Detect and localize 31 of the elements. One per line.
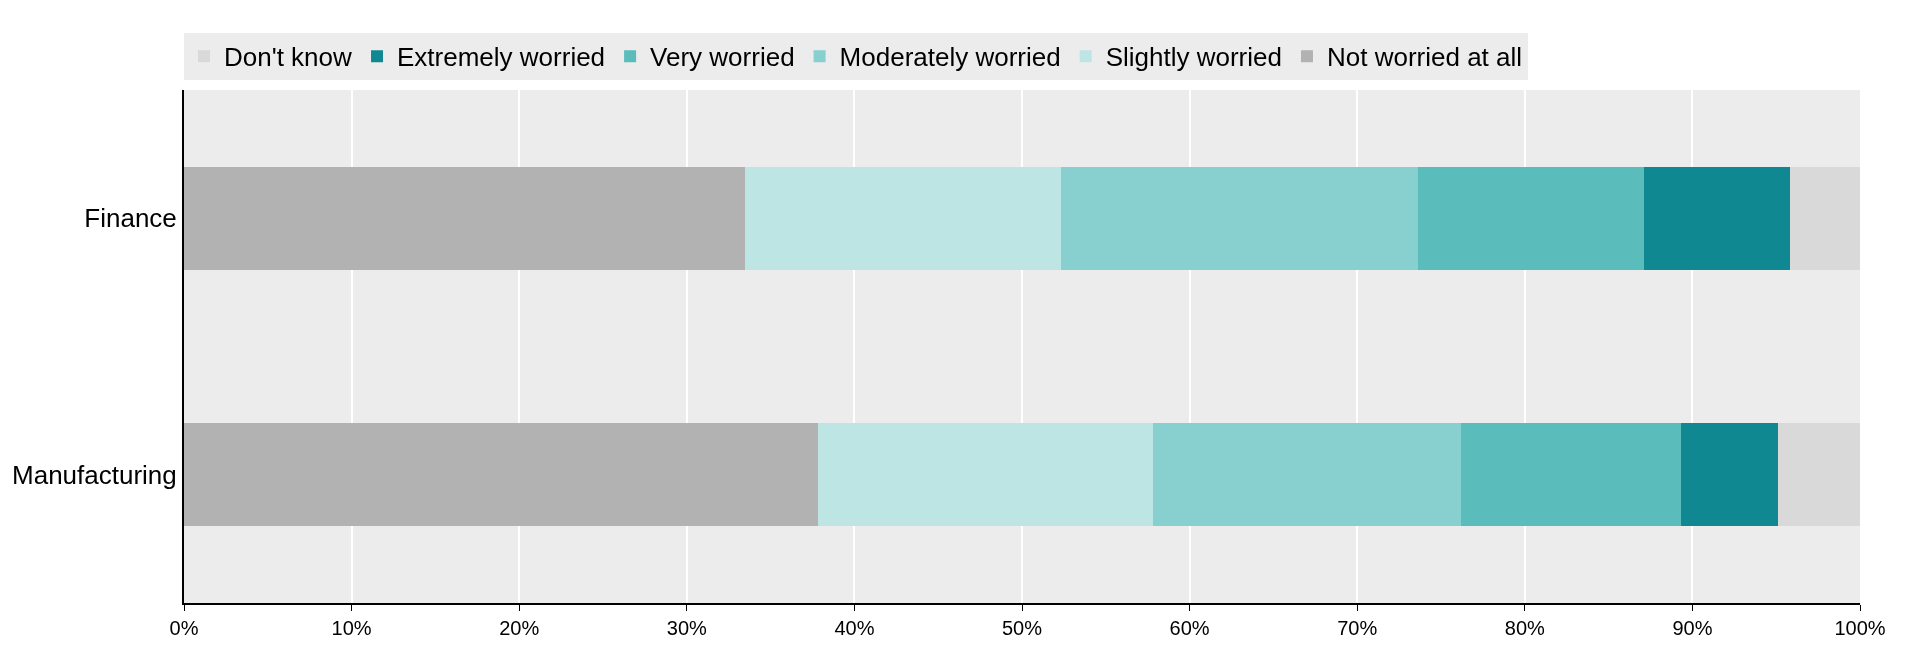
x-tick-label: 40%: [834, 617, 875, 639]
x-tick-label: 80%: [1504, 617, 1546, 639]
x-tick-label: 90%: [1672, 617, 1713, 639]
x-tick-label: 50%: [1001, 617, 1043, 639]
x-tick-label: 0%: [169, 617, 199, 639]
bar: [745, 166, 1061, 270]
legend-label: Not worried at all: [1326, 42, 1523, 73]
x-tick-label: 60%: [1169, 617, 1210, 639]
bar: [1680, 423, 1778, 527]
bar: [1417, 166, 1644, 270]
x-tick-label: 70%: [1337, 617, 1378, 639]
x-tick-label: 20%: [499, 617, 540, 639]
bar: [184, 166, 746, 270]
bar: [1060, 166, 1418, 270]
legend-label: Don't know: [224, 42, 353, 73]
legend-label: Very worried: [650, 42, 795, 73]
y-tick-label: Manufacturing: [12, 459, 177, 490]
bar: [1461, 423, 1681, 527]
bar: [1777, 423, 1860, 527]
x-tick-label: 10%: [331, 617, 372, 639]
legend-label: Moderately worried: [839, 42, 1061, 73]
x-tick-label: 100%: [1834, 617, 1886, 639]
bar: [1789, 166, 1860, 270]
bar: [1152, 423, 1462, 527]
y-tick-label: Finance: [84, 203, 177, 234]
legend-label: Slightly worried: [1105, 42, 1282, 73]
bar: [184, 423, 818, 527]
legend-label: Extremely worried: [397, 42, 606, 73]
bar: [817, 423, 1153, 527]
bar: [1643, 166, 1790, 270]
x-tick-label: 30%: [666, 617, 708, 639]
